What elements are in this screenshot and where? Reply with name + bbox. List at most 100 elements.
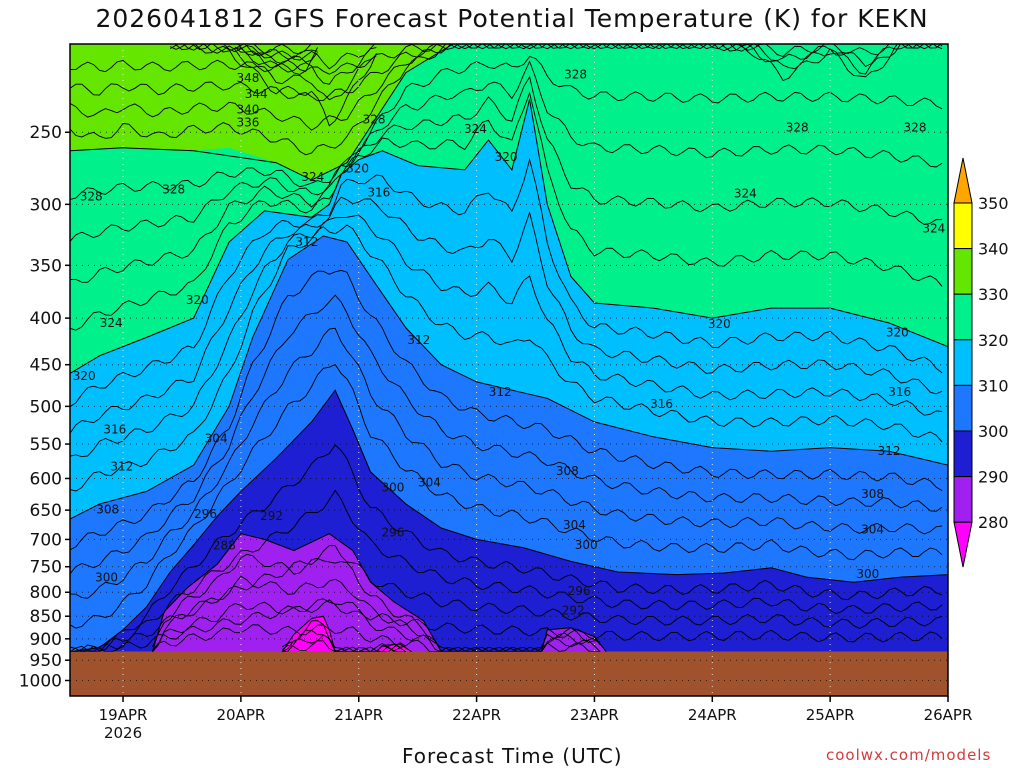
colorbar-label: 280 [978, 513, 1009, 532]
contour-label: 292 [260, 509, 283, 523]
y-tick-label: 300 [30, 195, 62, 215]
contour-label: 324 [100, 316, 123, 330]
isoline-308 [70, 364, 943, 629]
isoline-316 [70, 214, 943, 458]
contour-label: 316 [888, 385, 911, 399]
x-tick-label: 23APR [570, 706, 619, 724]
colorbar-label: 300 [978, 422, 1009, 441]
colorbar-label: 350 [978, 194, 1009, 213]
isoline-322 [70, 55, 943, 200]
isoline-318 [70, 224, 943, 492]
isoline-328 [70, 91, 943, 331]
isoline-300 [70, 235, 948, 520]
contour-label: 296 [568, 584, 591, 598]
isoline-270 [281, 615, 413, 653]
colorbar-label: 290 [978, 468, 1009, 487]
contour-label: 320 [886, 326, 909, 340]
isoline-306 [70, 327, 943, 599]
contour-label: 320 [73, 369, 96, 383]
grid-lines [70, 44, 949, 696]
contour-label: 328 [80, 189, 103, 203]
colorbar-label: 330 [978, 285, 1009, 304]
colorbar-swatch [953, 202, 973, 250]
isoline-348 [170, 44, 377, 127]
isoline-358 [234, 46, 318, 72]
colorbar-swatch [953, 248, 973, 295]
contour-label: 328 [904, 120, 927, 134]
colorbar-swatch [953, 430, 973, 478]
layer-320-330 [70, 44, 948, 374]
isoline-312 [70, 157, 943, 408]
colorbar: 350 340 330 320 310 300 290 280 [953, 157, 1009, 568]
contour-label: 320 [186, 293, 209, 307]
contour-label: 300 [95, 571, 118, 585]
x-tick-label: 19APR [99, 706, 148, 724]
contour-label: 300 [856, 567, 879, 581]
y-tick-label: 800 [30, 583, 62, 603]
isoline-272 [281, 620, 407, 653]
contour-label: 312 [878, 444, 901, 458]
y-tick-label: 400 [30, 309, 62, 329]
contour-label: 308 [861, 487, 884, 501]
x-axis-label: Forecast Time (UTC) [402, 744, 623, 768]
isoline-356 [237, 44, 318, 65]
x-tick-label: 21APR [334, 706, 383, 724]
isoline-346 [174, 44, 377, 101]
contour-label: 324 [922, 222, 945, 236]
isoline-292 [70, 444, 943, 653]
contour-label: 320 [495, 150, 518, 164]
y-tick-label: 550 [30, 435, 62, 455]
contour-label: 320 [346, 161, 369, 175]
x-tick-label: 20APR [216, 706, 265, 724]
contour-label: 304 [861, 523, 884, 537]
y-tick-label: 1000 [19, 671, 62, 691]
isoline-294 [70, 489, 943, 653]
contour-label: 324 [464, 122, 487, 136]
contour-label: 308 [96, 503, 119, 517]
contour-label: 324 [301, 170, 324, 184]
colorbar-label: 320 [978, 331, 1009, 350]
y-tick-label: 950 [30, 651, 62, 671]
x-tick-label: 25APR [806, 706, 855, 724]
x-year-label: 2026 [104, 724, 142, 742]
contour-label: 312 [295, 235, 318, 249]
layer-310-320 [70, 99, 948, 520]
colorbar-swatch [953, 339, 973, 386]
y-tick-label: 850 [30, 607, 62, 627]
isoline-278 [281, 640, 406, 653]
isoline-336 [70, 44, 934, 131]
isoline-354 [243, 44, 318, 60]
isoline-284 [152, 575, 601, 653]
contour-label: 344 [245, 87, 268, 101]
chart-title: 2026041812 GFS Forecast Potential Temper… [95, 4, 929, 33]
isoline-286 [152, 599, 601, 653]
y-tick-label: 450 [30, 356, 62, 376]
contour-label: 308 [556, 464, 579, 478]
contour-label: 304 [563, 518, 586, 532]
contour-label: 316 [650, 397, 673, 411]
y-axis: 250 300 350 400 450 500 550 600 650 700 750 800 850 9… [19, 123, 70, 691]
contour-label: 320 [708, 317, 731, 331]
colorbar-label: 340 [978, 240, 1009, 259]
contour-label: 312 [110, 459, 133, 473]
colorbar-max-arrow [953, 157, 973, 204]
credit-link[interactable]: coolwx.com/models [826, 746, 992, 764]
contour-layers [70, 44, 948, 652]
x-tick-label: 22APR [452, 706, 501, 724]
contour-label: 328 [162, 183, 185, 197]
y-tick-label: 700 [30, 530, 62, 550]
y-tick-label: 900 [30, 630, 62, 650]
contour-label: 312 [407, 333, 430, 347]
contour-label: 312 [489, 385, 512, 399]
contour-label: 340 [237, 102, 260, 116]
layer-280-290 [152, 533, 607, 652]
colorbar-min-arrow [953, 521, 973, 568]
colorbar-swatch [953, 293, 973, 341]
contour-label: 328 [786, 120, 809, 134]
contour-label: 336 [237, 116, 260, 130]
contour-label: 288 [213, 539, 236, 553]
y-tick-label: 500 [30, 397, 62, 417]
isoline-298 [70, 598, 943, 653]
colorbar-swatch [953, 384, 973, 432]
contour-label: 348 [237, 71, 260, 85]
